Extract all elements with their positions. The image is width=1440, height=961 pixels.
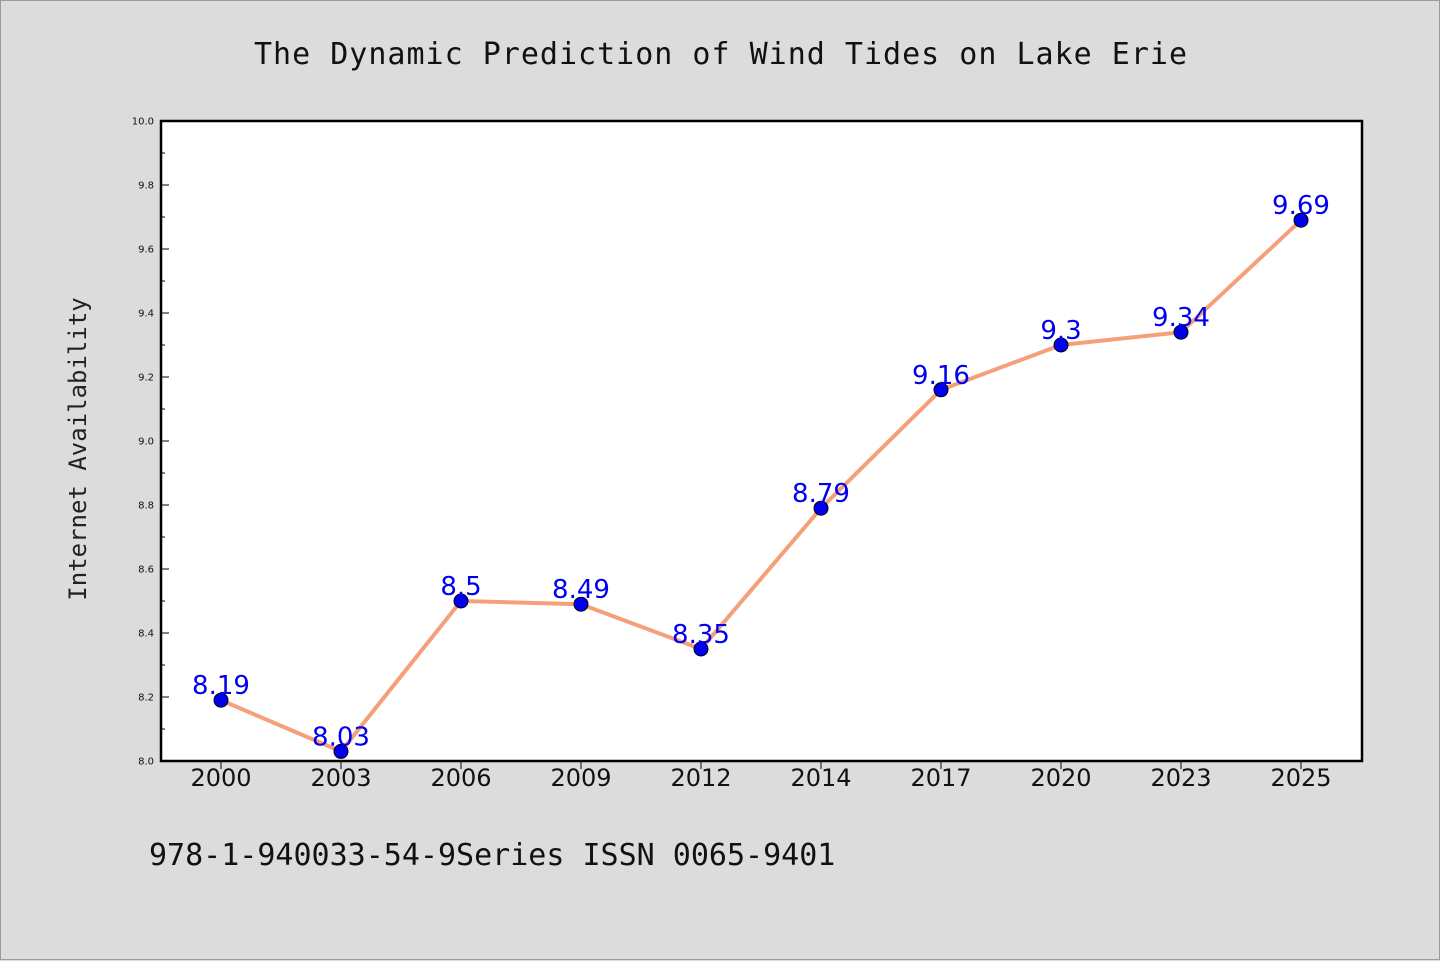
x-tick-label: 2006 (430, 764, 491, 792)
series-line (219, 218, 1303, 754)
data-label: 9.69 (1272, 191, 1330, 221)
x-tick-label: 2025 (1270, 764, 1331, 792)
x-tick-label: 2017 (910, 764, 971, 792)
data-point (573, 596, 589, 612)
data-labels: 8.19 8.03 8.5 8.49 8.35 8.79 9.16 9.3 9.34 9.69 (192, 191, 1330, 752)
x-tick-label: 2014 (790, 764, 851, 792)
data-label: 8.35 (672, 620, 730, 650)
y-axis-ticks: 8.0 8.2 8.4 8.6 8.8 9.0 9.2 9.4 9.6 9.8 10.0 (132, 117, 169, 768)
data-point (453, 593, 469, 609)
data-label: 8.49 (552, 575, 610, 605)
x-tick-label: 2000 (190, 764, 251, 792)
y-tick-label: 8.4 (138, 629, 154, 640)
x-axis-ticks: 2000 2003 2006 2009 2012 2014 2017 2020 2023 2025 (190, 761, 1332, 792)
plot-area (161, 121, 1362, 761)
data-point (693, 641, 709, 657)
y-tick-label: 8.0 (138, 757, 154, 768)
y-tick-label: 9.0 (138, 437, 154, 448)
data-point (333, 743, 349, 759)
data-label: 8.19 (192, 671, 250, 701)
data-label: 8.79 (792, 479, 850, 509)
plot-border (159, 119, 1364, 763)
x-tick-label: 2020 (1030, 764, 1091, 792)
data-point (1173, 324, 1189, 340)
y-tick-label: 8.8 (138, 501, 154, 512)
data-point (1053, 337, 1069, 353)
y-tick-label: 8.6 (138, 565, 154, 576)
data-label: 8.5 (440, 572, 481, 602)
y-tick-label: 8.2 (138, 693, 154, 704)
data-label: 9.34 (1152, 303, 1210, 333)
series-line-group (219, 218, 1303, 754)
y-tick-label: 9.2 (138, 373, 154, 384)
x-tick-label: 2003 (310, 764, 371, 792)
data-label: 9.3 (1040, 316, 1081, 346)
data-point (213, 692, 229, 708)
data-label: 8.03 (312, 722, 370, 752)
data-point (813, 500, 829, 516)
y-tick-label: 9.4 (138, 309, 154, 320)
y-tick-label: 9.8 (138, 181, 154, 192)
x-tick-label: 2012 (670, 764, 731, 792)
x-tick-label: 2009 (550, 764, 611, 792)
footnote-text: 978-1-940033-54-9Series ISSN 0065-9401 (149, 838, 835, 873)
y-tick-label: 10.0 (132, 117, 154, 128)
data-markers (213, 212, 1309, 759)
data-point (1293, 212, 1309, 228)
data-label: 9.16 (912, 361, 970, 391)
data-point (933, 382, 949, 398)
y-tick-label: 9.6 (138, 245, 154, 256)
y-axis-label: Internet Availability (64, 297, 92, 600)
chart-title: The Dynamic Prediction of Wind Tides on … (254, 37, 1188, 72)
x-tick-label: 2023 (1150, 764, 1211, 792)
